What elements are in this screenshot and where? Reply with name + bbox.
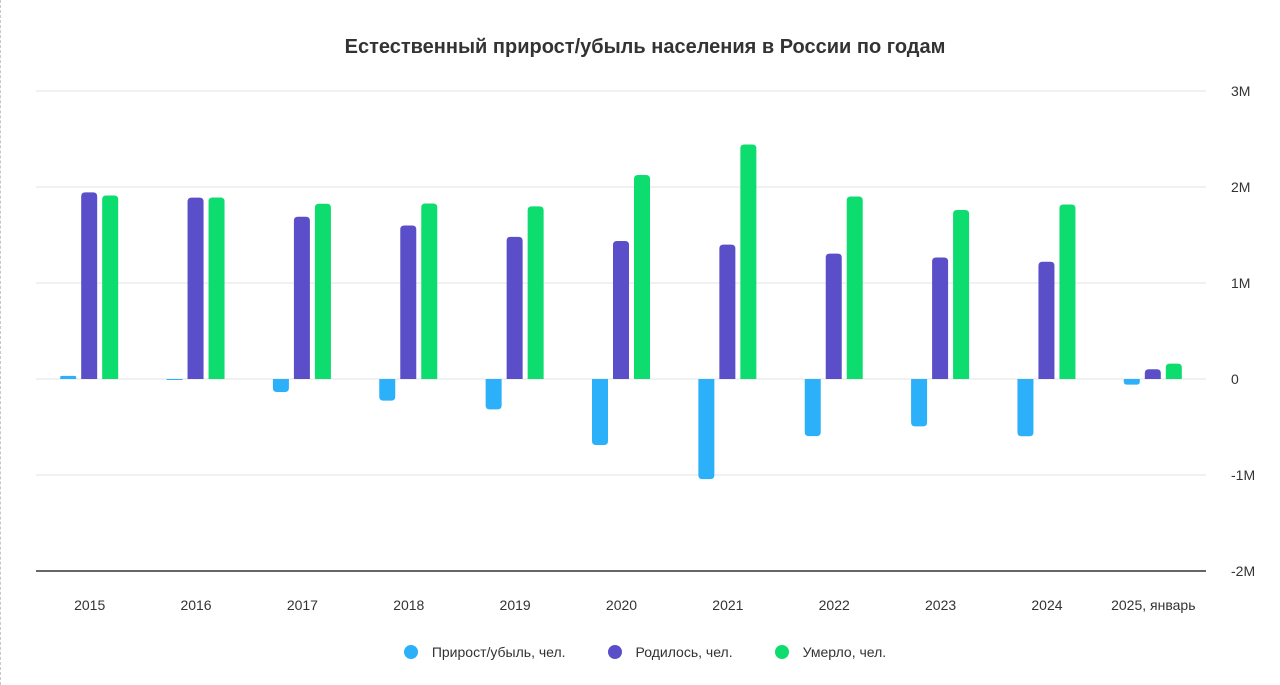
page-left-border	[0, 0, 1, 685]
x-tick-label: 2016	[180, 597, 211, 613]
x-tick-label: 2020	[606, 597, 637, 613]
bar-rodilos-9[interactable]	[1038, 261, 1055, 379]
bar-prirost-5[interactable]	[592, 379, 608, 446]
y-axis-labels: 3M 2M 1M 0 -1M -2M	[1231, 83, 1255, 579]
bar-prirost-4[interactable]	[485, 379, 502, 410]
x-tick-label: 2024	[1031, 597, 1062, 613]
bar-umerlo-10[interactable]	[1165, 363, 1182, 379]
bar-rodilos-0[interactable]	[81, 192, 98, 379]
x-tick-label: 2022	[819, 597, 850, 613]
bar-rodilos-6[interactable]	[719, 244, 736, 379]
x-tick-label: 2025, январь	[1111, 597, 1195, 613]
y-tick-label: -1M	[1231, 467, 1255, 483]
x-tick-label: 2021	[712, 597, 743, 613]
x-axis-labels: 2015 2016 2017 2018 2019 2020 2021 2022 2023 2024…	[74, 597, 1195, 613]
chart-title: Естественный прирост/убыль населения в Р…	[344, 36, 946, 58]
bar-rodilos-7[interactable]	[825, 253, 842, 379]
bar-prirost-10[interactable]	[1123, 379, 1140, 385]
bar-umerlo-5[interactable]	[634, 175, 650, 379]
legend-item[interactable]: Прирост/убыль, чел.	[403, 644, 566, 660]
bar-prirost-6[interactable]	[698, 379, 715, 480]
x-tick-label: 2019	[500, 597, 531, 613]
y-tick-label: 1M	[1231, 275, 1250, 291]
bar-rodilos-4[interactable]	[506, 236, 523, 379]
legend-item[interactable]: Родилось, чел.	[607, 644, 733, 660]
legend-marker-icon	[607, 645, 622, 659]
bar-prirost-1[interactable]	[166, 379, 183, 380]
legend-item[interactable]: Умерло, чел.	[774, 644, 887, 660]
x-tick-label: 2023	[925, 597, 956, 613]
bar-rodilos-2[interactable]	[293, 216, 310, 379]
bar-rodilos-3[interactable]	[400, 225, 417, 379]
bar-prirost-2[interactable]	[272, 379, 289, 392]
x-tick-label: 2018	[393, 597, 424, 613]
legend-label: Прирост/убыль, чел.	[431, 644, 566, 660]
bar-prirost-9[interactable]	[1017, 379, 1034, 437]
legend-label: Умерло, чел.	[802, 644, 887, 660]
y-tick-label: -2M	[1231, 563, 1255, 579]
bars	[60, 144, 1182, 480]
bar-prirost-3[interactable]	[379, 379, 396, 401]
bar-umerlo-8[interactable]	[953, 210, 970, 379]
bar-umerlo-1[interactable]	[208, 197, 225, 379]
bar-rodilos-1[interactable]	[187, 197, 204, 379]
bar-rodilos-8[interactable]	[932, 257, 949, 379]
bar-umerlo-2[interactable]	[314, 203, 331, 379]
y-tick-label: 2M	[1231, 179, 1250, 195]
bar-rodilos-5[interactable]	[613, 241, 629, 379]
legend-label: Родилось, чел.	[635, 644, 733, 660]
bar-umerlo-6[interactable]	[740, 144, 757, 379]
bar-umerlo-0[interactable]	[102, 195, 119, 379]
bar-umerlo-7[interactable]	[846, 196, 863, 379]
legend: Прирост/убыль, чел. Родилось, чел. Умерло,…	[0, 644, 1280, 660]
bar-rodilos-10[interactable]	[1144, 369, 1161, 379]
y-tick-label: 0	[1231, 371, 1239, 387]
legend-marker-icon	[403, 645, 418, 659]
bar-prirost-0[interactable]	[60, 375, 77, 379]
x-tick-label: 2017	[287, 597, 318, 613]
y-tick-label: 3M	[1231, 83, 1250, 99]
bar-umerlo-9[interactable]	[1059, 204, 1076, 379]
x-tick-label: 2015	[74, 597, 105, 613]
bar-prirost-8[interactable]	[911, 379, 928, 427]
bar-prirost-7[interactable]	[804, 379, 821, 437]
bar-umerlo-3[interactable]	[421, 203, 438, 379]
bar-umerlo-4[interactable]	[527, 206, 544, 379]
legend-marker-icon	[774, 645, 789, 659]
